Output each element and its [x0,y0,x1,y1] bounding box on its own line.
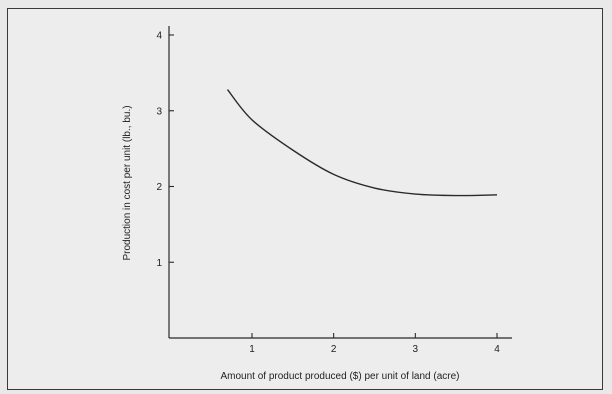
chart-frame [7,8,603,390]
x-tick-label: 1 [249,344,255,355]
series-layer [226,89,498,197]
x-tick-label: 3 [413,344,419,355]
cost-curve-line [226,89,498,197]
y-tick-label: 1 [156,258,162,269]
y-axis-title: Production in cost per unit (lb., bu.) [122,105,133,260]
axes [168,26,512,339]
x-tick-label: 4 [494,344,500,355]
x-ticks: 1 2 3 4 [249,333,500,355]
x-tick-label: 2 [331,344,337,355]
y-tick-label: 3 [156,106,162,117]
y-tick-label: 4 [156,31,162,42]
x-axis-title: Amount of product produced ($) per unit … [220,371,459,382]
y-ticks: 1 2 3 4 [156,31,174,269]
y-tick-label: 2 [156,182,162,193]
